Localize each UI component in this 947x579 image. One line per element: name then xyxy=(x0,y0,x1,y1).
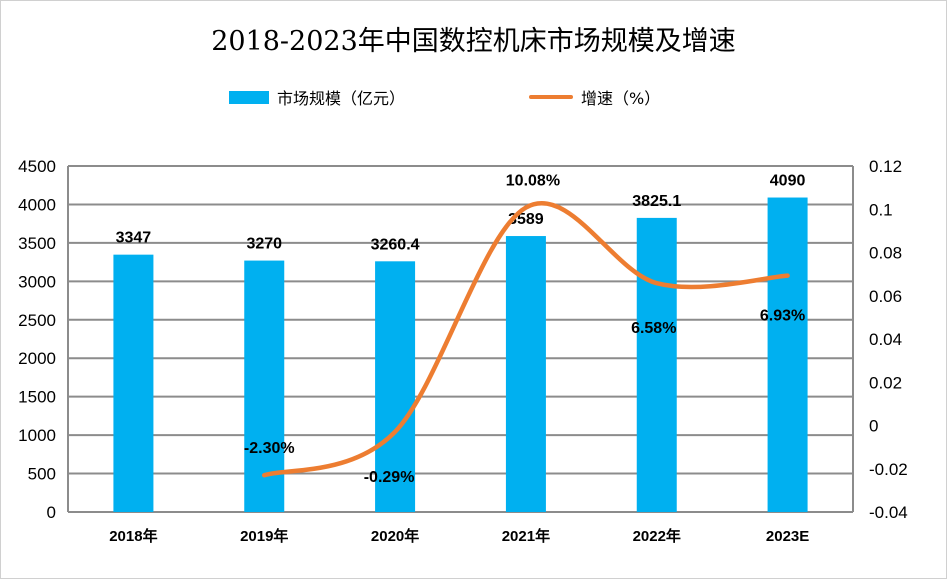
right-axis-tick-label: 0.12 xyxy=(869,157,902,176)
right-axis-tick-label: -0.02 xyxy=(869,460,908,479)
left-axis-tick-label: 1500 xyxy=(18,388,56,407)
chart-title: 2018-2023年中国数控机床市场规模及增速 xyxy=(211,26,736,57)
legend-label: 市场规模（亿元） xyxy=(277,89,406,108)
left-axis-tick-label: 3500 xyxy=(18,234,56,253)
bar-data-label: 4090 xyxy=(770,173,806,190)
legend: 市场规模（亿元） 增速（%） xyxy=(1,85,946,109)
left-axis-tick-label: 4000 xyxy=(18,195,56,214)
x-axis-tick-label: 2023E xyxy=(766,528,809,545)
right-axis-tick-label: 0.1 xyxy=(869,200,893,219)
legend-swatch-line xyxy=(529,95,573,99)
bar-data-label: 3347 xyxy=(116,230,152,247)
left-axis-tick-label: 4500 xyxy=(18,157,56,176)
legend-swatch-bar xyxy=(229,90,269,104)
legend-item-market-size: 市场规模（亿元） xyxy=(229,85,405,109)
legend-item-growth: 增速（%） xyxy=(529,85,660,109)
bar xyxy=(375,261,416,512)
right-axis-tick-label: 0.02 xyxy=(869,373,902,392)
x-axis-tick-label: 2018年 xyxy=(109,527,157,545)
x-axis-tick-label: 2020年 xyxy=(371,527,419,545)
left-axis-tick-label: 500 xyxy=(28,465,56,484)
x-axis-tick-label: 2019年 xyxy=(240,527,288,545)
left-axis-tick-label: 0 xyxy=(47,503,56,522)
right-axis-tick-label: 0.06 xyxy=(869,287,902,306)
growth-line xyxy=(262,201,790,478)
left-axis-tick-label: 3000 xyxy=(18,272,56,291)
bar-data-label: 3260.4 xyxy=(371,236,420,253)
right-axis-tick-label: 0 xyxy=(869,417,878,436)
right-axis-tick-label: 0.04 xyxy=(869,330,902,349)
legend-label: 增速（%） xyxy=(581,89,661,108)
left-axis-tick-label: 2500 xyxy=(18,311,56,330)
left-axis-tick-label: 2000 xyxy=(18,349,56,368)
bar xyxy=(636,217,677,512)
x-axis-tick-label: 2021年 xyxy=(502,527,550,545)
bar xyxy=(767,197,808,512)
bar xyxy=(505,236,546,512)
growth-data-label: -0.29% xyxy=(364,469,415,486)
bar xyxy=(113,254,154,512)
growth-data-label: -2.30% xyxy=(244,440,295,457)
bar xyxy=(244,260,285,512)
growth-data-label: 6.58% xyxy=(631,320,676,337)
right-axis-tick-label: 0.08 xyxy=(869,244,902,263)
left-axis-tick-label: 1000 xyxy=(18,426,56,445)
right-axis-tick-label: -0.04 xyxy=(869,503,908,522)
bar-data-label: 3270 xyxy=(246,236,282,253)
x-axis-tick-label: 2022年 xyxy=(633,527,681,545)
growth-data-label: 6.93% xyxy=(760,308,805,325)
growth-data-label: 10.08% xyxy=(506,173,560,190)
bar-data-label: 3825.1 xyxy=(632,193,681,210)
